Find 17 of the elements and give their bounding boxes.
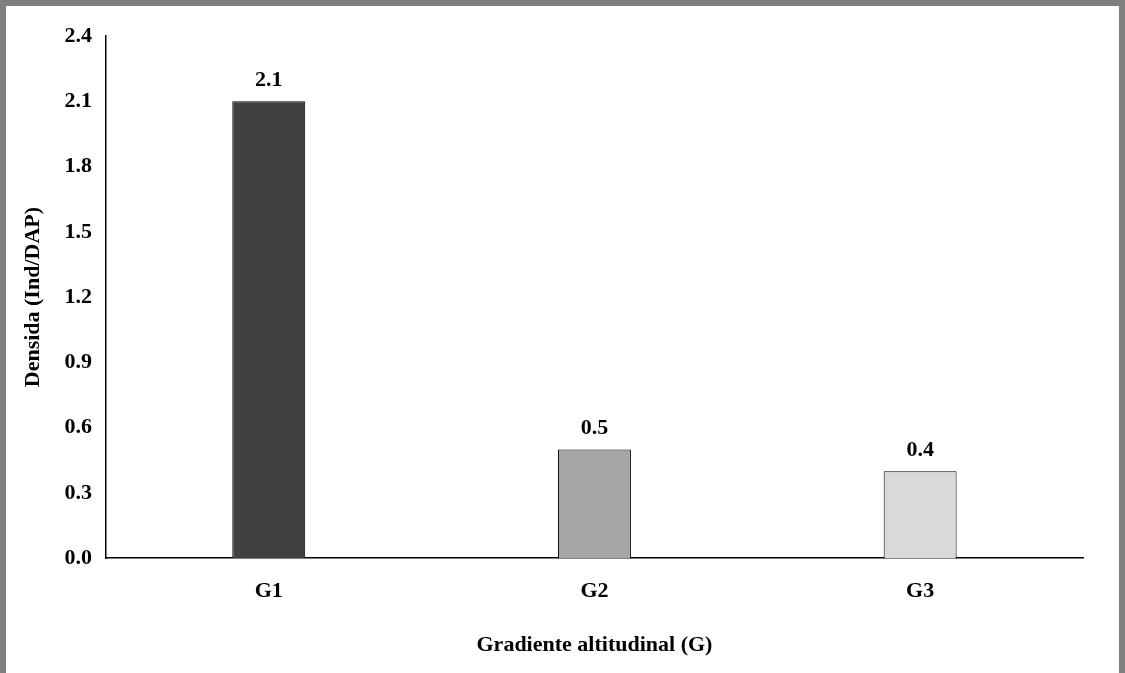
- y-tick-label: 0.3: [64, 478, 92, 504]
- y-tick-label: 1.2: [64, 282, 92, 308]
- y-tick-label: 1.5: [64, 217, 92, 243]
- x-tick-label: G3: [906, 577, 935, 603]
- data-label: 2.1: [255, 65, 283, 91]
- y-tick-label: 2.4: [64, 21, 92, 47]
- y-tick-label: 0.6: [64, 413, 92, 439]
- x-axis-title: Gradiente altitudinal (G): [476, 631, 713, 657]
- y-tick-label: 1.8: [64, 152, 92, 178]
- y-tick-label: 0.9: [64, 348, 92, 374]
- data-label: 0.4: [906, 435, 934, 461]
- y-tick-label: 2.1: [64, 86, 92, 112]
- y-tick-label: 0.0: [64, 543, 92, 569]
- x-tick-label: G1: [254, 577, 283, 603]
- data-label: 0.5: [580, 414, 609, 440]
- x-tick-label: G2: [580, 577, 609, 603]
- y-axis-title: Densida (Ind/DAP): [18, 206, 44, 388]
